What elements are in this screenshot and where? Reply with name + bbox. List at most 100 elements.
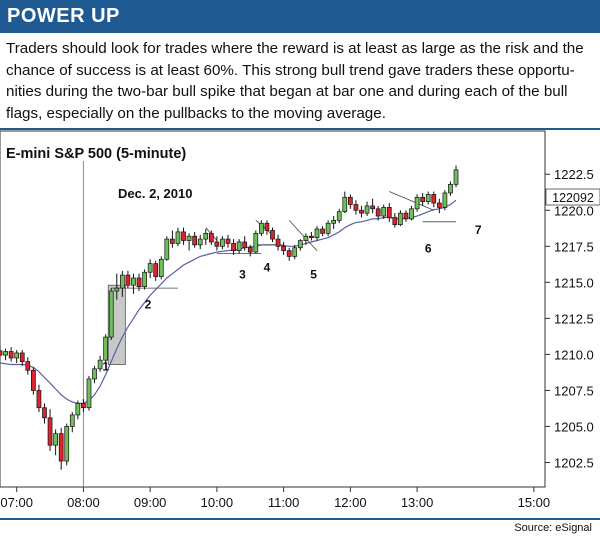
candle (8, 347, 14, 362)
candle (436, 198, 442, 214)
bear-candle-body (208, 232, 214, 243)
bull-candle-body (442, 192, 448, 208)
candle (331, 216, 337, 230)
candle (208, 230, 214, 245)
bull-candle-body (364, 205, 370, 214)
candle (25, 357, 31, 375)
bull-candle-body (108, 290, 114, 338)
bear-candle-body (42, 407, 47, 419)
bear-candle-body (8, 351, 14, 359)
bull-candle-body (297, 240, 303, 249)
candle (192, 231, 197, 248)
candle (353, 200, 359, 215)
bear-candle-body (47, 417, 53, 446)
candle (325, 220, 331, 237)
bear-candle-body (170, 238, 175, 244)
candle (175, 227, 181, 247)
last-price-label: 122092 (552, 191, 594, 205)
candle (231, 239, 236, 255)
last-price-box (545, 188, 600, 206)
axis-group: 1222.51220.01217.51215.01212.51210.01207… (0, 167, 600, 510)
source-credit: Source: eSignal (514, 522, 592, 534)
candle (242, 236, 248, 251)
bear-candle-body (192, 235, 197, 246)
y-tick-label: 1212.5 (554, 311, 594, 326)
bear-candle-body (420, 196, 426, 202)
bear-candle-body (264, 222, 270, 231)
bear-candle-body (36, 390, 42, 409)
y-tick-label: 1202.5 (554, 455, 594, 470)
header-bar: POWER UP (0, 0, 600, 33)
candle (303, 233, 309, 245)
bull-candle-body (164, 238, 170, 260)
candle (409, 205, 414, 221)
bull-candle-body (236, 241, 242, 251)
y-tick-label: 1220.0 (554, 203, 594, 218)
candle (158, 256, 164, 280)
bull-candle-body (381, 207, 387, 217)
x-tick-label: 11:00 (268, 495, 300, 510)
candle (414, 194, 420, 212)
bull-candle-body (203, 232, 209, 240)
bull-candle-body (453, 169, 459, 185)
bear-candle-body (348, 196, 353, 205)
bear-candle-body (136, 277, 142, 288)
candle (81, 399, 86, 413)
candle (275, 234, 281, 251)
bear-candle-body (225, 238, 231, 244)
bull-candle-body (92, 368, 97, 380)
x-tick-label: 10:00 (201, 495, 234, 510)
candle (314, 226, 320, 241)
date-annotation: Dec. 2, 2010 (118, 186, 192, 201)
y-tick-label: 1217.5 (554, 239, 594, 254)
bull-candle-body (220, 238, 225, 247)
bear-candle-body (25, 361, 31, 371)
bar-label-2: 2 (145, 298, 152, 312)
x-tick-label: 12:00 (334, 495, 367, 510)
candle (292, 244, 298, 260)
plot-frame (0, 130, 546, 488)
candle (164, 236, 170, 261)
bull-candle-body (409, 208, 414, 220)
candle (103, 334, 109, 364)
intro-line: flags, especially on the pullbacks to th… (6, 104, 386, 122)
candle (431, 191, 437, 208)
bear-candle-body (58, 433, 64, 462)
bear-candle-body (247, 247, 253, 253)
intro-line: chance of success is at least 60%. This … (6, 61, 575, 79)
candle-group (0, 165, 459, 470)
candle (181, 227, 186, 245)
bull-candle-body (303, 235, 309, 241)
bull-candle-body (119, 274, 125, 289)
chart-title: E-mini S&P 500 (5-minute) (6, 146, 186, 162)
bar-label-1: 1 (102, 360, 109, 374)
candle (203, 229, 209, 245)
bull-candle-body (314, 228, 320, 239)
bull-candle-body (331, 220, 337, 224)
candle (3, 348, 8, 361)
bull-candle-body (253, 232, 259, 253)
bear-candle-body (375, 208, 381, 217)
bull-candle-body (69, 414, 75, 427)
candle (342, 191, 348, 214)
x-tick-label: 09:00 (134, 495, 167, 510)
candle (197, 234, 203, 250)
intro-text: Traders should look for trades where the… (6, 38, 596, 124)
candle (31, 367, 36, 395)
bull-candle-body (186, 235, 192, 241)
bull-candle-body (53, 433, 58, 446)
candle (186, 233, 192, 251)
candle (359, 205, 364, 218)
candle (131, 273, 136, 294)
bull-candle-body (147, 263, 153, 273)
bull-candle-body (75, 403, 81, 416)
candle (403, 210, 409, 222)
bull-candle-body (425, 194, 431, 202)
bull-candle-body (103, 336, 109, 361)
bull-candle-body (325, 222, 331, 234)
candle (114, 273, 120, 300)
candle (125, 270, 131, 289)
candle (0, 345, 3, 358)
candle (264, 220, 270, 235)
candle (392, 213, 398, 228)
